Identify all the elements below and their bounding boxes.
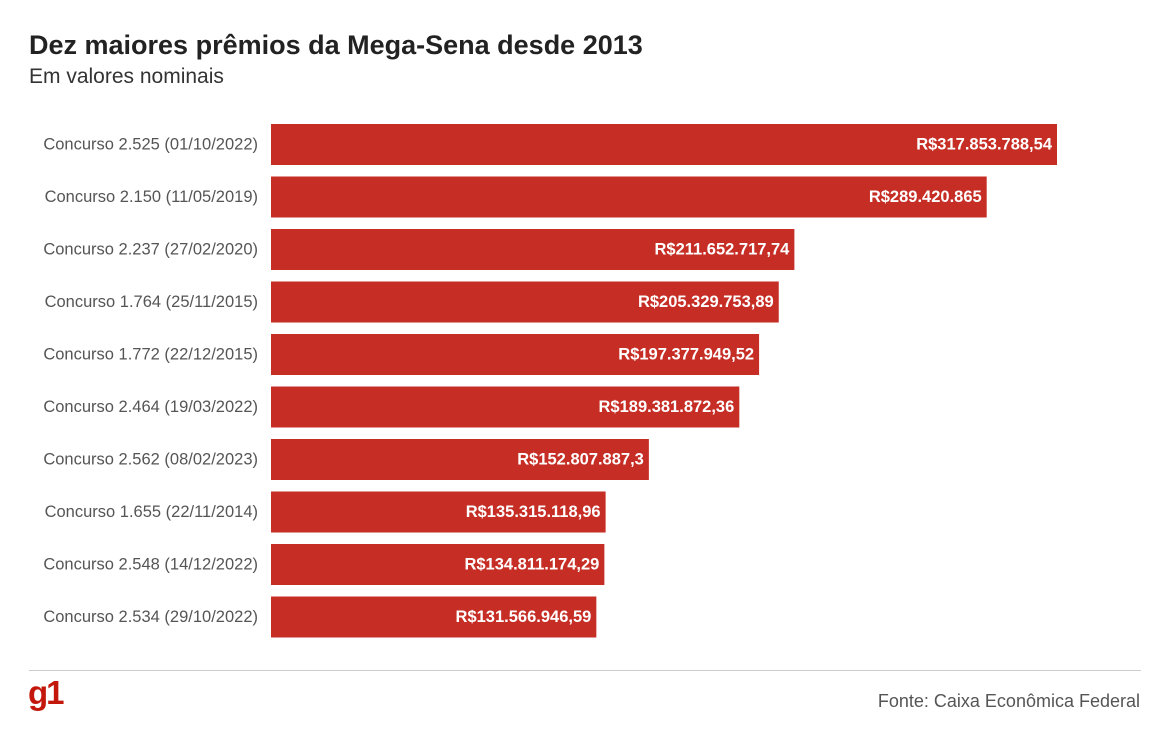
bar-value-label: R$135.315.118,96 xyxy=(466,503,601,521)
g1-logo: g1 xyxy=(28,674,64,711)
footer-divider xyxy=(29,670,1141,671)
bar-chart: Concurso 2.525 (01/10/2022) R$317.853.788… xyxy=(43,124,1057,638)
bar xyxy=(271,281,779,323)
category-label: Concurso 1.764 (25/11/2015) xyxy=(45,293,258,311)
bar-value-label: R$317.853.788,54 xyxy=(916,136,1053,154)
bar xyxy=(271,124,1057,165)
bar xyxy=(271,491,606,533)
category-label: Concurso 1.655 (22/11/2014) xyxy=(45,503,258,521)
category-label: Concurso 2.534 (29/10/2022) xyxy=(43,608,258,626)
category-label: Concurso 1.772 (22/12/2015) xyxy=(43,346,258,364)
bar-value-label: R$197.377.949,52 xyxy=(618,346,754,364)
category-label: Concurso 2.464 (19/03/2022) xyxy=(43,398,258,416)
chart-title: Dez maiores prêmios da Mega-Sena desde 2… xyxy=(29,30,643,60)
source-note: Fonte: Caixa Econômica Federal xyxy=(877,691,1140,711)
bar xyxy=(271,176,987,218)
category-label: Concurso 2.150 (11/05/2019) xyxy=(45,188,258,206)
bar xyxy=(271,596,597,638)
chart-subtitle: Em valores nominais xyxy=(29,65,224,88)
bar-value-label: R$134.811.174,29 xyxy=(464,556,599,574)
bar-value-label: R$205.329.753,89 xyxy=(638,293,774,311)
bar xyxy=(271,386,740,428)
category-label: Concurso 2.525 (01/10/2022) xyxy=(43,136,258,154)
bar xyxy=(271,544,605,585)
bar-value-label: R$189.381.872,36 xyxy=(599,398,735,416)
bar-value-label: R$289.420.865 xyxy=(869,188,982,206)
category-label: Concurso 2.237 (27/02/2020) xyxy=(43,241,258,259)
bar xyxy=(271,229,795,270)
bar xyxy=(271,439,649,480)
category-label: Concurso 2.548 (14/12/2022) xyxy=(43,556,258,574)
category-label: Concurso 2.562 (08/02/2023) xyxy=(43,451,258,469)
bar-value-label: R$131.566.946,59 xyxy=(456,608,592,626)
bar-value-label: R$211.652.717,74 xyxy=(654,241,790,259)
bar-value-label: R$152.807.887,3 xyxy=(517,451,644,469)
bar xyxy=(271,334,760,375)
